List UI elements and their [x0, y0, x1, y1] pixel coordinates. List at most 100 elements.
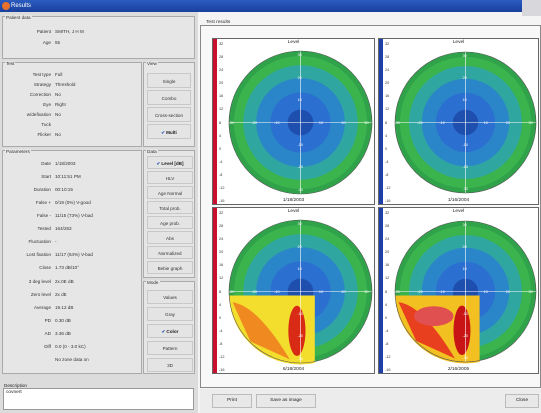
view-group: View Single Combo Cross-section ✔Multi: [143, 61, 195, 147]
axis-tick-label: -20: [251, 289, 258, 294]
tick-label: 32: [385, 42, 390, 46]
axis-tick-label: -30: [394, 289, 401, 294]
plot-title: Level: [287, 40, 300, 45]
tick-label: 16: [385, 94, 390, 99]
parameters-title: Parameters: [5, 149, 31, 154]
view-cross-section-button[interactable]: Cross-section: [147, 107, 191, 122]
test-row: Test type Full: [32, 72, 63, 77]
tick-label: -8: [219, 172, 223, 177]
tick-label: 16: [219, 263, 224, 268]
axis-tick-label: 30: [297, 221, 302, 226]
defect-zone: [288, 305, 306, 356]
parameters-group: Parameters Date 1/18/2003 Start 10:11:51 P…: [2, 149, 142, 374]
color-scale-bar: [379, 39, 383, 204]
data-hlv-button[interactable]: HLV: [147, 171, 193, 184]
mode-color-button[interactable]: ✔Color: [147, 324, 193, 338]
tick-label: 4: [219, 133, 222, 138]
mode-gray-button[interactable]: Gray: [147, 307, 193, 321]
data-level-button[interactable]: ✔Level [dB]: [147, 156, 193, 169]
axis-tick-label: -10: [297, 311, 304, 316]
axis-tick-label: 30: [462, 53, 467, 58]
axis-tick-label: -30: [297, 357, 304, 362]
axis-tick-label: 10: [462, 98, 467, 103]
tick-label: -12: [385, 185, 391, 190]
color-scale-bar: [213, 208, 217, 373]
data-bebie-graph-button[interactable]: Bebie graph: [147, 261, 193, 274]
test-row: w/defixation No: [26, 112, 61, 117]
close-button[interactable]: Close: [505, 394, 539, 408]
data-abs-button[interactable]: Abs: [147, 231, 193, 244]
axis-tick-label: 10: [483, 120, 488, 125]
mode-3d-button[interactable]: 3D: [147, 358, 193, 372]
tick-label: 24: [219, 68, 224, 73]
tick-label: 8: [219, 289, 222, 294]
axis-tick-label: 20: [505, 289, 510, 294]
plot-title: Level: [452, 209, 465, 214]
tick-label: 20: [219, 250, 224, 255]
tick-label: 32: [219, 211, 224, 215]
data-total-prob-button[interactable]: Total prob.: [147, 201, 193, 214]
tick-label: 8: [385, 289, 388, 294]
plot-date: 6/18/2004: [282, 367, 305, 372]
view-combo-button[interactable]: Combo: [147, 90, 191, 105]
data-age-prob-button[interactable]: Age prob.: [147, 216, 193, 229]
tick-label: 24: [219, 237, 224, 242]
axis-tick-label: 30: [528, 289, 533, 294]
field-border: [394, 220, 537, 363]
tick-label: 8: [385, 120, 388, 125]
description-field[interactable]: [3, 388, 194, 410]
tick-label: 28: [219, 55, 224, 60]
test-row: Flicker No: [37, 132, 61, 137]
tick-label: 32: [385, 211, 390, 215]
axis-tick-label: -20: [417, 120, 423, 125]
save-as-image-button[interactable]: Save as image: [256, 394, 316, 408]
data-normalized-button[interactable]: Normalized: [147, 246, 193, 259]
visual-field-plot: 32 28 24 20 16 12 8 4 0 -4 -8 -12 -16 -30 -30 -20 -20 -10…: [212, 207, 375, 374]
tick-label: 0: [385, 315, 388, 320]
plot-title: Level: [287, 209, 300, 214]
axis-tick-label: -10: [274, 289, 280, 294]
axis-tick-label: -10: [439, 120, 445, 125]
tick-label: 4: [385, 133, 388, 138]
tick-label: 0: [219, 315, 222, 320]
data-age-normal-button[interactable]: Age Normal: [147, 186, 193, 199]
tick-label: -12: [219, 185, 225, 190]
axis-tick-label: 30: [528, 120, 533, 125]
mode-values-button[interactable]: Values: [147, 290, 193, 304]
patient-data-group: Patient data Patient SMITH, J H M Age 55: [2, 15, 195, 59]
plot-title: Level: [452, 40, 465, 45]
tick-label: -4: [219, 159, 223, 164]
axis-tick-label: -30: [228, 289, 235, 294]
test-row: Correction No: [29, 92, 61, 97]
print-button[interactable]: Print: [212, 394, 252, 408]
tick-label: 12: [385, 107, 390, 112]
tick-label: -4: [385, 328, 389, 333]
tick-label: 0: [385, 146, 388, 151]
view-single-button[interactable]: Single: [147, 73, 191, 88]
tick-label: -12: [219, 354, 225, 359]
view-multi-button[interactable]: ✔Multi: [147, 124, 191, 139]
defect-zone: [414, 306, 454, 327]
tick-label: 4: [385, 302, 388, 307]
axis-tick-label: 20: [462, 76, 467, 81]
patient-data-title: Patient data: [5, 15, 32, 20]
mode-pattern-button[interactable]: Pattern: [147, 341, 193, 355]
axis-tick-label: 20: [462, 245, 467, 250]
axis-tick-label: 20: [297, 244, 302, 249]
tick-label: -8: [385, 341, 389, 346]
tick-label: -8: [219, 341, 223, 346]
defect-zone: [232, 302, 290, 360]
view-title: View: [146, 61, 158, 66]
window-title: Results: [11, 3, 32, 9]
tick-label: -16: [219, 368, 225, 372]
axis-tick-label: -20: [417, 289, 423, 294]
tick-label: 20: [385, 81, 390, 86]
visual-field-plot: 32 28 24 20 16 12 8 4 0 -4 -8 -12 -16 -30 -30 -20 -20 -10…: [378, 207, 539, 374]
check-icon: ✔: [161, 329, 166, 334]
plot-date: 1/18/2003: [282, 198, 305, 203]
tick-label: -16: [385, 199, 391, 203]
axis-tick-label: -20: [251, 120, 258, 125]
description-value: covnert: [6, 390, 22, 395]
axis-tick-label: -30: [394, 120, 401, 125]
tick-label: 28: [385, 224, 390, 229]
